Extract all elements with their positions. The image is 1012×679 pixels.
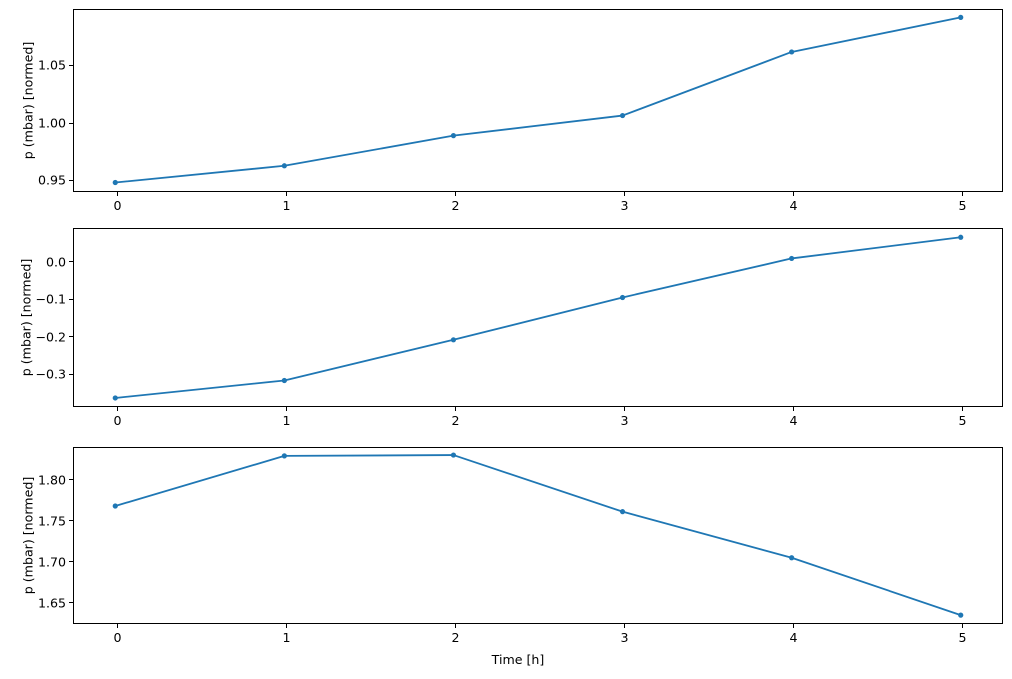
x-tick-mark-bottom-3 [624,624,626,628]
y-tick-label-middle-3: 0.0 [45,254,66,270]
x-tick-mark-middle-0 [117,407,119,411]
y-tick-mark-top-0 [69,179,73,181]
y-tick-mark-bottom-1 [69,561,73,563]
y-tick-label-bottom-3: 1.80 [37,472,66,488]
x-tick-label-top-3: 3 [620,198,629,213]
y-tick-label-top-2: 1.05 [37,57,66,73]
y-tick-label-bottom-0: 1.65 [37,595,66,611]
x-tick-label-top-2: 2 [451,198,460,213]
x-tick-mark-bottom-0 [117,624,119,628]
x-tick-mark-top-4 [793,192,795,196]
y-tick-label-middle-0: −0.3 [35,366,66,382]
x-tick-mark-top-0 [117,192,119,196]
x-tick-mark-middle-3 [624,407,626,411]
y-tick-mark-bottom-3 [69,479,73,481]
x-tick-label-bottom-4: 4 [789,630,798,645]
y-tick-mark-top-1 [69,122,73,124]
x-tick-label-middle-0: 0 [113,413,122,428]
x-tick-label-middle-5: 5 [958,413,967,428]
x-tick-mark-top-2 [455,192,457,196]
x-tick-mark-middle-4 [793,407,795,411]
x-tick-mark-top-1 [286,192,288,196]
y-tick-mark-middle-0 [69,373,73,375]
x-tick-mark-bottom-2 [455,624,457,628]
x-tick-label-top-4: 4 [789,198,798,213]
x-tick-mark-bottom-4 [793,624,795,628]
x-tick-label-middle-3: 3 [620,413,629,428]
axes-frame-top [73,9,1003,192]
x-tick-label-bottom-0: 0 [113,630,122,645]
y-tick-label-bottom-2: 1.75 [37,513,66,529]
x-tick-mark-top-5 [962,192,964,196]
x-tick-label-top-0: 0 [113,198,122,213]
x-tick-mark-middle-5 [962,407,964,411]
axes-frame-bottom [73,447,1003,624]
x-tick-label-middle-1: 1 [282,413,291,428]
axes-frame-middle [73,228,1003,407]
x-tick-mark-middle-2 [455,407,457,411]
x-tick-mark-bottom-5 [962,624,964,628]
x-tick-label-top-5: 5 [958,198,967,213]
y-tick-label-middle-2: −0.1 [35,291,66,307]
y-tick-mark-bottom-0 [69,602,73,604]
y-tick-mark-bottom-2 [69,520,73,522]
y-tick-label-bottom-1: 1.70 [37,554,66,570]
y-tick-label-top-0: 0.95 [37,172,66,188]
x-tick-label-middle-4: 4 [789,413,798,428]
x-tick-label-middle-2: 2 [451,413,460,428]
x-axis-label-bottom: Time [h] [491,652,545,667]
x-tick-label-top-1: 1 [282,198,291,213]
x-tick-label-bottom-3: 3 [620,630,629,645]
y-tick-mark-middle-2 [69,298,73,300]
y-tick-mark-middle-1 [69,336,73,338]
x-tick-label-bottom-5: 5 [958,630,967,645]
x-tick-label-bottom-1: 1 [282,630,291,645]
y-tick-label-middle-1: −0.2 [35,329,66,345]
y-tick-mark-middle-3 [69,261,73,263]
x-tick-mark-bottom-1 [286,624,288,628]
y-tick-mark-top-2 [69,64,73,66]
x-tick-label-bottom-2: 2 [451,630,460,645]
x-tick-mark-top-3 [624,192,626,196]
y-tick-label-top-1: 1.00 [37,115,66,131]
x-tick-mark-middle-1 [286,407,288,411]
